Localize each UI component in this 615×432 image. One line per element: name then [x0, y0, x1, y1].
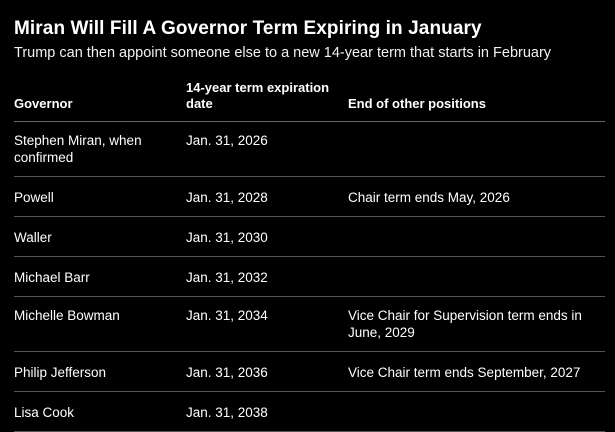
- article-graphic: Miran Will Fill A Governor Term Expiring…: [14, 18, 605, 432]
- table-row: Michelle Bowman Jan. 31, 2034 Vice Chair…: [14, 296, 605, 352]
- table-row: Philip Jefferson Jan. 31, 2036 Vice Chai…: [14, 351, 605, 392]
- table-row: Waller Jan. 31, 2030: [14, 216, 605, 257]
- cell-governor: Powell: [14, 176, 186, 217]
- table-row: Lisa Cook Jan. 31, 2038: [14, 391, 605, 432]
- header-other-positions: End of other positions: [348, 80, 605, 122]
- chart-title: Miran Will Fill A Governor Term Expiring…: [14, 18, 482, 39]
- cell-governor: Stephen Miran, when confirmed: [14, 121, 186, 177]
- cell-expiration: Jan. 31, 2036: [186, 351, 348, 392]
- cell-governor: Waller: [14, 216, 186, 257]
- cell-governor: Philip Jefferson: [14, 351, 186, 392]
- cell-expiration: Jan. 31, 2026: [186, 121, 348, 177]
- chart-subtitle: Trump can then appoint someone else to a…: [14, 45, 552, 61]
- table-header-row: Governor 14-year term expiration date En…: [14, 80, 605, 122]
- cell-governor: Michelle Bowman: [14, 296, 186, 352]
- table-row: Powell Jan. 31, 2028 Chair term ends May…: [14, 176, 605, 217]
- cell-other: Chair term ends May, 2026: [348, 176, 605, 217]
- cell-expiration: Jan. 31, 2028: [186, 176, 348, 217]
- cell-governor: Michael Barr: [14, 256, 186, 297]
- cell-other: [348, 391, 605, 432]
- cell-other: Vice Chair term ends September, 2027: [348, 351, 605, 392]
- header-governor: Governor: [14, 80, 186, 122]
- cell-expiration: Jan. 31, 2030: [186, 216, 348, 257]
- header-expiration: 14-year term expiration date: [186, 80, 348, 122]
- cell-other: [348, 121, 605, 177]
- cell-governor: Lisa Cook: [14, 391, 186, 432]
- cell-expiration: Jan. 31, 2032: [186, 256, 348, 297]
- cell-expiration: Jan. 31, 2034: [186, 296, 348, 352]
- governor-terms-table: Governor 14-year term expiration date En…: [14, 80, 605, 432]
- cell-expiration: Jan. 31, 2038: [186, 391, 348, 432]
- cell-other: [348, 216, 605, 257]
- cell-other: [348, 256, 605, 297]
- cell-other: Vice Chair for Supervision term ends in …: [348, 296, 605, 352]
- table-row: Stephen Miran, when confirmed Jan. 31, 2…: [14, 121, 605, 177]
- table-row: Michael Barr Jan. 31, 2032: [14, 256, 605, 297]
